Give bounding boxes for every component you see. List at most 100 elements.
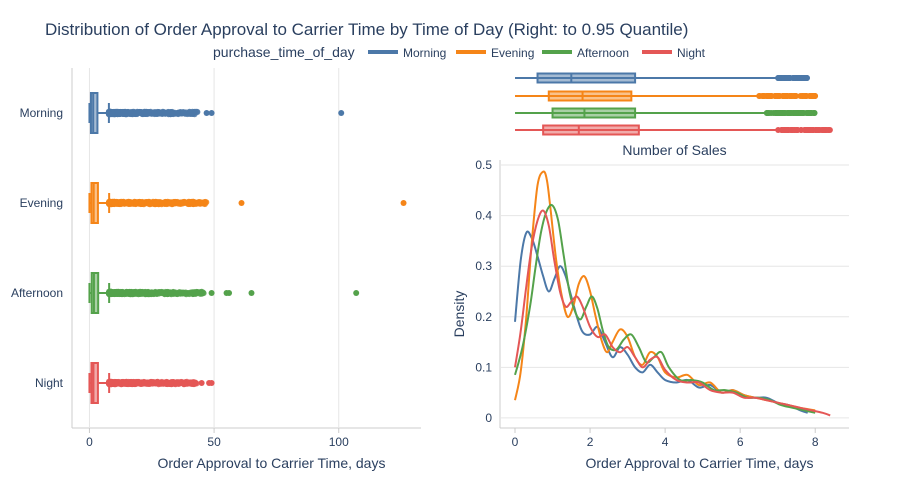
outlier-point [112, 380, 119, 387]
left-y-tick-label: Afternoon [11, 286, 63, 300]
outlier-point [146, 201, 153, 208]
density-y-tick-label: 0 [485, 411, 492, 425]
outlier-point [766, 93, 773, 99]
outlier-point [141, 289, 147, 296]
outlier-point [791, 127, 798, 133]
outlier-point [141, 108, 148, 115]
outlier-point [141, 379, 148, 386]
outlier-point [800, 110, 807, 116]
outlier-point [153, 379, 160, 386]
legend-item-night[interactable]: Night [642, 46, 706, 60]
legend-title: purchase_time_of_day [213, 44, 355, 60]
outlier-point [108, 379, 115, 386]
outlier-point [203, 110, 210, 116]
outlier-point [180, 109, 187, 116]
outlier-point [129, 291, 136, 298]
outlier-point [226, 290, 233, 296]
density-y-tick-label: 0.5 [475, 158, 492, 172]
outlier-point [802, 127, 809, 133]
top-box-evening [515, 90, 819, 102]
outlier-point [189, 289, 196, 296]
outlier-point [208, 290, 215, 296]
outlier-point [782, 127, 789, 133]
outlier-point [130, 379, 136, 386]
outlier-point [153, 199, 160, 206]
left-boxplot-panel: 0 50 100 Order Approval to Carrier Time, da… [11, 68, 421, 471]
outlier-point [807, 127, 814, 133]
outlier-point [162, 110, 169, 117]
left-x-tick-label: 100 [329, 435, 349, 449]
outlier-point [187, 379, 194, 386]
density-line-morning [514, 230, 809, 414]
outlier-point [761, 93, 767, 99]
density-line-afternoon [514, 203, 816, 414]
top-right-subplot-title: Number of Sales [622, 142, 726, 158]
outlier-point [208, 380, 215, 386]
density-x-tick-label: 0 [512, 435, 519, 449]
outlier-point [775, 110, 782, 116]
outlier-point [122, 111, 129, 118]
density-y-tick-label: 0.4 [475, 209, 492, 223]
left-box-evening [88, 182, 407, 224]
outlier-point [159, 289, 166, 296]
box-iqr [551, 107, 637, 119]
outlier-point [208, 110, 215, 116]
box-iqr [542, 124, 640, 136]
outlier-point [400, 200, 407, 206]
legend-item-morning[interactable]: Morning [368, 46, 446, 60]
outlier-point [151, 109, 158, 116]
outlier-point [135, 378, 142, 385]
density-x-tick-label: 4 [662, 435, 669, 449]
legend[interactable]: purchase_time_of_day Morning Evening After… [213, 44, 706, 60]
chart-title: Distribution of Order Approval to Carrie… [45, 20, 688, 39]
left-x-tick-label: 50 [207, 435, 221, 449]
top-box-morning [515, 72, 810, 84]
density-y-tick-label: 0.2 [475, 310, 492, 324]
top-box-night [515, 124, 833, 136]
box-iqr [547, 90, 633, 102]
outlier-point [132, 199, 139, 206]
legend-label-evening: Evening [491, 46, 534, 60]
density-x-tick-label: 6 [737, 435, 744, 449]
density-y-tick-label: 0.3 [475, 259, 492, 273]
outlier-point [238, 200, 245, 206]
outlier-point [787, 93, 794, 99]
outlier-point [192, 380, 199, 387]
outlier-point [181, 290, 188, 297]
density-panel: 0 0.1 0.2 0.3 0.4 0.5 0 2 4 6 8 Order Approval to C… [451, 158, 849, 471]
outlier-point [792, 110, 799, 116]
outlier-point [203, 199, 210, 206]
outlier-point [119, 289, 126, 296]
outlier-point [756, 93, 763, 99]
left-x-tick-label: 0 [86, 435, 93, 449]
outlier-point [806, 110, 813, 116]
left-box-afternoon [88, 272, 360, 314]
outlier-point [193, 289, 200, 296]
outlier-point [195, 200, 201, 207]
left-y-tick-label: Evening [20, 196, 63, 210]
outlier-point [132, 111, 139, 118]
outlier-point [811, 93, 818, 99]
outlier-point [786, 110, 793, 116]
outlier-point [802, 75, 809, 81]
top-right-boxplot-panel: Number of Sales [515, 72, 833, 158]
outlier-point [106, 199, 113, 206]
outlier-point [122, 380, 129, 387]
outlier-point [784, 75, 791, 81]
outlier-point [111, 200, 118, 207]
outlier-point [187, 110, 194, 117]
outlier-point [109, 111, 116, 118]
outlier-point [801, 93, 808, 99]
outlier-point [764, 110, 771, 116]
density-y-axis-title: Density [451, 291, 467, 338]
outlier-point [110, 289, 117, 296]
outlier-point [782, 93, 789, 99]
outlier-point [825, 127, 831, 133]
legend-item-afternoon[interactable]: Afternoon [542, 46, 629, 60]
legend-item-evening[interactable]: Evening [456, 46, 534, 60]
outlier-point [138, 200, 145, 207]
box-iqr [536, 72, 637, 84]
density-y-tick-label: 0.1 [475, 360, 492, 374]
legend-label-night: Night [677, 46, 706, 60]
